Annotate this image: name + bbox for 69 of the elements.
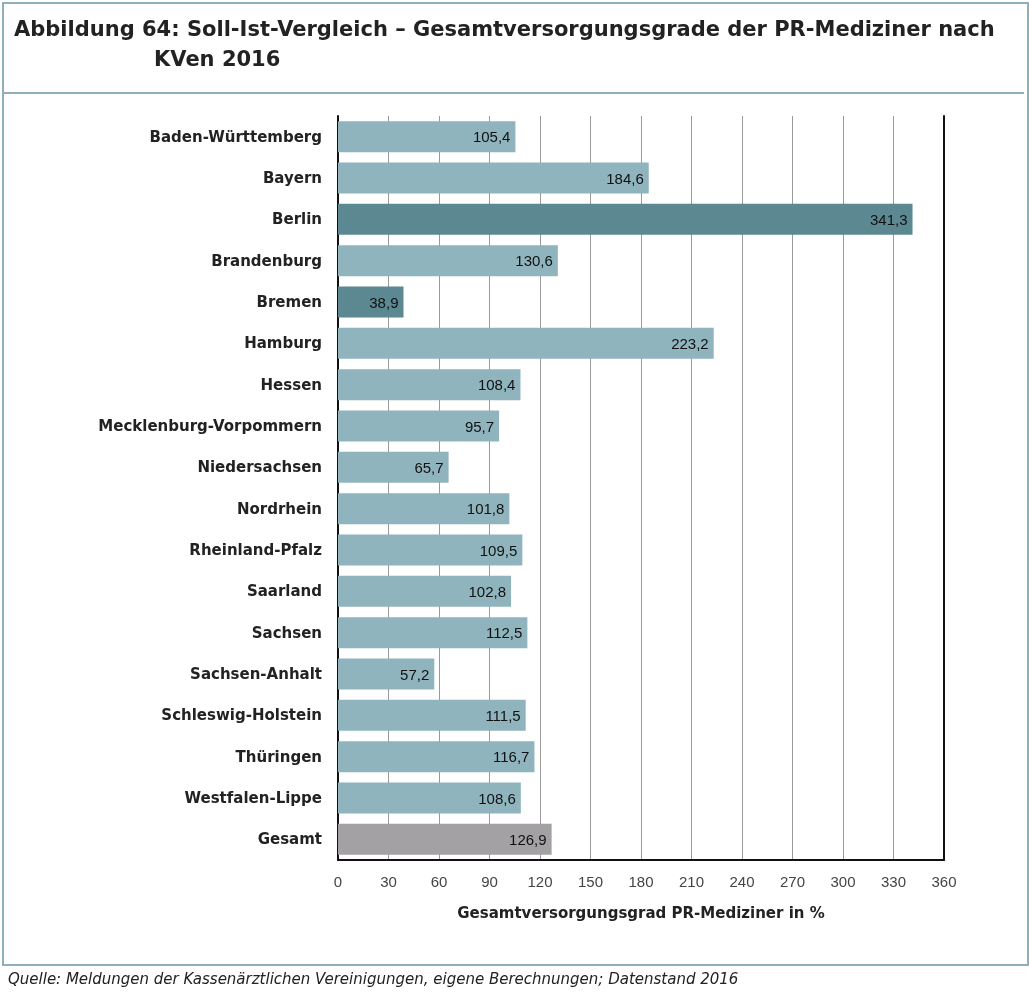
data-label: 109,5 bbox=[479, 541, 518, 559]
bar bbox=[338, 575, 512, 607]
y-tick-label: Brandenburg bbox=[211, 251, 322, 270]
data-label: 108,6 bbox=[478, 789, 516, 807]
x-tick-label: 240 bbox=[729, 873, 755, 890]
x-tick-label: 300 bbox=[830, 873, 856, 890]
data-label: 108,4 bbox=[477, 376, 516, 394]
y-tick-label: Baden-Württemberg bbox=[149, 127, 322, 146]
bar bbox=[338, 286, 404, 318]
bar bbox=[338, 162, 649, 194]
bar bbox=[338, 617, 528, 649]
y-tick-label: Hessen bbox=[260, 375, 322, 394]
chart-title: Abbildung 64: Soll-Ist-Vergleich – Gesamtversorgungsgrade der PR-Mediziner nach KVen 2016 bbox=[4, 4, 1024, 94]
data-label: 112,5 bbox=[485, 624, 523, 642]
bar bbox=[338, 369, 521, 401]
x-tick-label: 0 bbox=[333, 873, 343, 890]
source-note: Quelle: Meldungen der Kassenärztlichen Vereinigungen, eigene Berechnungen; Datenstand 2016 bbox=[8, 970, 739, 988]
y-tick-label: Bayern bbox=[262, 169, 322, 187]
y-tick-label: Sachsen-Anhalt bbox=[190, 665, 322, 683]
bar bbox=[338, 782, 521, 814]
x-tick-label: 180 bbox=[628, 873, 654, 890]
bar bbox=[338, 534, 523, 566]
bar bbox=[338, 451, 449, 483]
data-label: 38,9 bbox=[369, 293, 399, 311]
bar bbox=[338, 658, 435, 690]
x-tick-label: 30 bbox=[380, 873, 397, 890]
data-label: 223,2 bbox=[671, 334, 709, 352]
y-tick-label: Berlin bbox=[272, 210, 322, 229]
data-label: 130,6 bbox=[515, 252, 553, 270]
x-tick-label: 360 bbox=[931, 873, 957, 890]
bar bbox=[338, 203, 913, 235]
data-label: 105,4 bbox=[472, 128, 511, 146]
y-tick-label: Niedersachsen bbox=[197, 458, 322, 477]
data-label: 102,8 bbox=[468, 582, 507, 600]
x-tick-label: 60 bbox=[430, 873, 448, 890]
data-label: 65,7 bbox=[414, 458, 444, 476]
data-label: 95,7 bbox=[464, 417, 495, 435]
y-tick-label: Rheinland-Pfalz bbox=[189, 541, 323, 559]
data-label: 116,7 bbox=[493, 748, 530, 766]
bar bbox=[338, 327, 714, 359]
bar bbox=[338, 410, 500, 442]
x-tick-label: 120 bbox=[527, 873, 553, 890]
data-label: 101,8 bbox=[466, 500, 505, 518]
y-tick-label: Hamburg bbox=[244, 334, 322, 353]
bar bbox=[338, 493, 510, 525]
bar bbox=[338, 245, 558, 277]
x-axis-title: Gesamtversorgungsgrad PR-Mediziner in % bbox=[457, 903, 825, 922]
x-tick-label: 90 bbox=[481, 873, 498, 890]
bar bbox=[338, 699, 526, 731]
x-tick-label: 330 bbox=[880, 873, 907, 890]
y-tick-label: Westfalen-Lippe bbox=[184, 789, 322, 807]
x-tick-label: 150 bbox=[577, 873, 604, 890]
data-label: 126,9 bbox=[509, 830, 547, 848]
x-tick-label: 270 bbox=[779, 873, 806, 890]
y-tick-label: Mecklenburg-Vorpommern bbox=[98, 417, 322, 435]
y-tick-label: Nordrhein bbox=[236, 499, 322, 518]
y-tick-label: Bremen bbox=[256, 293, 322, 311]
data-label: 341,3 bbox=[869, 210, 908, 228]
bar bbox=[338, 121, 516, 153]
data-label: 184,6 bbox=[606, 169, 644, 187]
data-label: 57,2 bbox=[400, 665, 430, 683]
y-tick-label: Sachsen bbox=[251, 623, 322, 642]
data-label: 111,5 bbox=[485, 706, 521, 724]
y-tick-label: Gesamt bbox=[257, 830, 322, 849]
y-tick-label: Thüringen bbox=[235, 747, 322, 766]
x-tick-label: 210 bbox=[678, 873, 705, 890]
y-tick-label: Saarland bbox=[246, 582, 322, 601]
y-tick-label: Schleswig-Holstein bbox=[161, 706, 322, 725]
bar bbox=[338, 741, 535, 773]
